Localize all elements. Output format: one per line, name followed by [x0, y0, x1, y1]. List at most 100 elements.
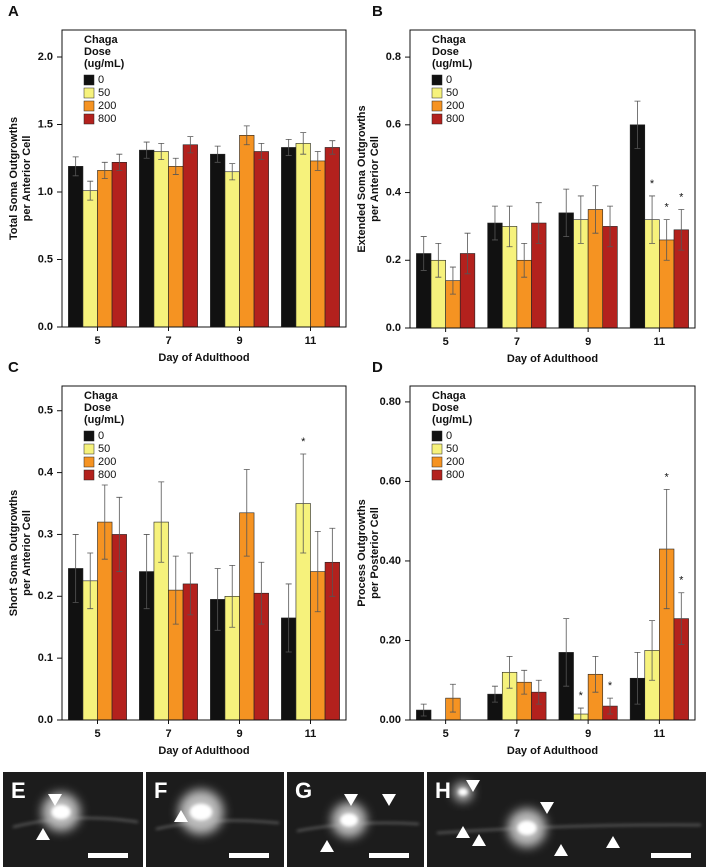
cell-body [340, 813, 358, 827]
panel-label: B [372, 3, 383, 20]
micrograph: H [427, 772, 706, 867]
legend-swatch [83, 87, 95, 99]
arrowhead [344, 794, 358, 806]
y-axis-label: per Anterior Cell [21, 510, 33, 596]
bar [111, 162, 127, 328]
y-tick-label: 0.80 [380, 396, 401, 408]
error-bar [649, 620, 656, 681]
cell-body [517, 820, 537, 836]
error-bar [258, 561, 265, 625]
arrowhead [320, 840, 334, 852]
y-axis-label: Short Soma Outgrowths [8, 490, 20, 617]
neurite [436, 824, 702, 834]
error-bar [563, 188, 570, 237]
error-bar [678, 592, 685, 645]
y-axis-label: per Posterior Cell [369, 507, 381, 599]
x-tick-label: 9 [585, 728, 591, 740]
error-bar [634, 100, 641, 149]
x-tick-label: 9 [236, 728, 242, 740]
error-bar [491, 205, 498, 241]
error-bar [258, 143, 265, 160]
error-bar [420, 703, 427, 717]
y-tick-label: 0.4 [386, 186, 402, 198]
legend-title: Chaga [432, 390, 467, 402]
arrowhead [540, 802, 554, 814]
legend-label: 800 [446, 469, 464, 481]
error-bar [577, 195, 584, 244]
panel-label: C [8, 359, 19, 376]
significance-mark: * [679, 191, 684, 203]
micrograph: E [3, 772, 143, 867]
bar [239, 135, 255, 328]
y-axis-label: per Anterior Cell [369, 136, 381, 222]
error-bar [143, 141, 150, 159]
x-tick-label: 11 [654, 728, 666, 740]
error-bar [535, 202, 542, 244]
bar [310, 160, 326, 328]
legend-swatch [83, 100, 95, 112]
micrograph: G [287, 772, 424, 867]
bar [97, 170, 113, 328]
significance-mark: * [665, 202, 670, 214]
error-bar [491, 685, 498, 703]
bar [82, 190, 98, 328]
legend-label: 800 [446, 113, 464, 125]
error-bar [634, 652, 641, 705]
y-axis-label: Total Soma Outgrowths [8, 117, 20, 240]
panel-label: A [8, 3, 19, 20]
scale-bar [229, 853, 269, 858]
legend-label: 50 [98, 443, 110, 455]
error-bar [649, 195, 656, 244]
error-bar [285, 583, 292, 653]
x-tick-label: 5 [443, 336, 449, 348]
bar [295, 143, 311, 328]
legend-swatch [431, 443, 443, 455]
y-tick-label: 0.20 [380, 634, 401, 646]
arrowhead [466, 780, 480, 792]
error-bar [72, 156, 79, 177]
error-bar [300, 132, 307, 155]
arrowhead [606, 836, 620, 848]
bar [153, 151, 169, 328]
legend-title: (ug/mL) [84, 414, 125, 426]
legend-swatch [83, 456, 95, 468]
bar [324, 147, 340, 328]
x-tick-label: 5 [94, 335, 100, 347]
legend-label: 50 [446, 443, 458, 455]
error-bar [663, 219, 670, 261]
plot-frame [61, 29, 347, 328]
arrowhead [382, 794, 396, 806]
plot-frame [409, 29, 696, 329]
bar [139, 149, 155, 328]
arrowhead [472, 834, 486, 846]
plot-frame [61, 385, 347, 721]
significance-mark: * [579, 690, 584, 702]
arrowhead [554, 844, 568, 856]
legend-title: Dose [432, 46, 459, 58]
legend-swatch [431, 87, 443, 99]
error-bar [449, 683, 456, 713]
legend-label: 0 [446, 430, 452, 442]
y-tick-label: 0.60 [380, 475, 401, 487]
error-bar [314, 530, 321, 613]
error-bar [187, 552, 194, 616]
error-bar [506, 205, 513, 248]
arrowhead [48, 794, 62, 806]
error-bar [87, 180, 94, 201]
x-tick-label: 7 [514, 336, 520, 348]
error-bar [116, 153, 123, 171]
plot-frame [409, 385, 696, 721]
error-bar [285, 138, 292, 156]
panel-label: H [435, 778, 451, 803]
y-tick-label: 0.1 [38, 652, 53, 664]
error-bar [592, 185, 599, 234]
y-tick-label: 0.4 [38, 466, 54, 478]
significance-mark: * [679, 575, 684, 587]
x-axis-label: Day of Adulthood [507, 745, 598, 757]
x-axis-label: Day of Adulthood [158, 352, 249, 364]
error-bar [435, 242, 442, 278]
x-tick-label: 5 [443, 728, 449, 740]
error-bar [229, 564, 236, 628]
x-tick-label: 11 [654, 336, 666, 348]
y-tick-label: 0.0 [38, 714, 53, 726]
